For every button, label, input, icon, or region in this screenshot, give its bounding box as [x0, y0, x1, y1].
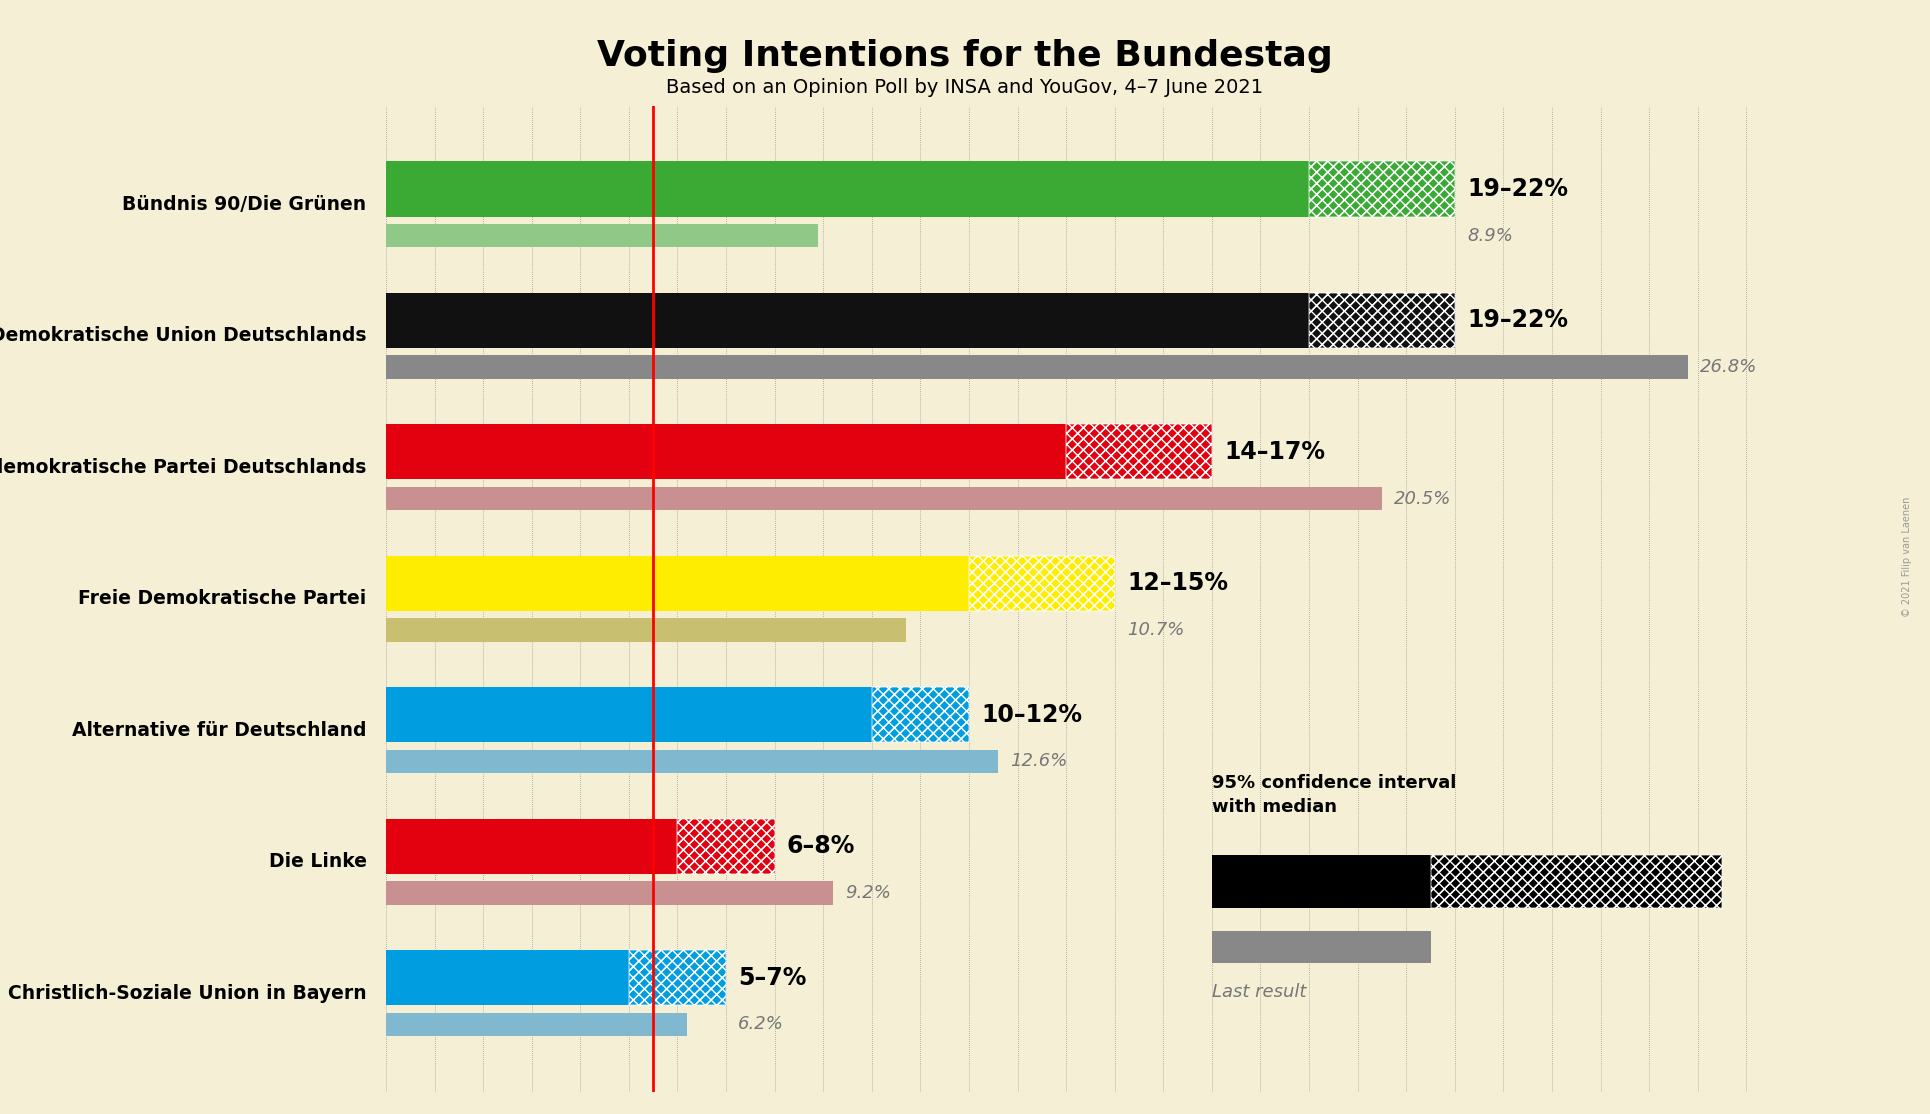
Text: Christlich Demokratische Union Deutschlands: Christlich Demokratische Union Deutschla…: [0, 326, 367, 345]
Text: Last result: Last result: [1212, 983, 1307, 1000]
Text: 12.6%: 12.6%: [1009, 752, 1067, 771]
Text: Voting Intentions for the Bundestag: Voting Intentions for the Bundestag: [596, 39, 1334, 74]
Bar: [1309, 162, 1455, 216]
Bar: [969, 556, 1116, 610]
Text: 6.2%: 6.2%: [737, 1015, 784, 1034]
Text: 10–12%: 10–12%: [980, 703, 1083, 726]
Bar: [872, 687, 969, 742]
Bar: [677, 819, 774, 873]
Text: © 2021 Filip van Laenen: © 2021 Filip van Laenen: [1901, 497, 1913, 617]
Text: 95% confidence interval
with median: 95% confidence interval with median: [1212, 774, 1457, 815]
Bar: [1430, 856, 1722, 908]
Bar: [969, 556, 1116, 610]
Bar: [1430, 856, 1722, 908]
Bar: [1065, 424, 1212, 479]
Bar: [1309, 293, 1455, 348]
Bar: [1065, 424, 1212, 479]
Bar: [386, 750, 998, 773]
Text: 19–22%: 19–22%: [1467, 309, 1567, 332]
Text: Sozialdemokratische Partei Deutschlands: Sozialdemokratische Partei Deutschlands: [0, 458, 367, 477]
Bar: [629, 950, 726, 1005]
Text: Alternative für Deutschland: Alternative für Deutschland: [71, 721, 367, 740]
Bar: [1212, 856, 1430, 908]
Text: 26.8%: 26.8%: [1700, 358, 1758, 377]
Text: Bündnis 90/Die Grünen: Bündnis 90/Die Grünen: [122, 195, 367, 214]
Bar: [386, 487, 1382, 510]
Bar: [386, 1013, 687, 1036]
Text: 20.5%: 20.5%: [1393, 489, 1451, 508]
Bar: [386, 950, 629, 1005]
Text: 19–22%: 19–22%: [1467, 177, 1567, 201]
Bar: [677, 819, 774, 873]
Text: Based on an Opinion Poll by INSA and YouGov, 4–7 June 2021: Based on an Opinion Poll by INSA and You…: [666, 78, 1264, 97]
Text: 6–8%: 6–8%: [787, 834, 855, 858]
Bar: [386, 881, 834, 905]
Bar: [629, 950, 726, 1005]
Bar: [1212, 931, 1430, 962]
Bar: [1309, 162, 1455, 216]
Bar: [677, 819, 774, 873]
Text: Christlich-Soziale Union in Bayern: Christlich-Soziale Union in Bayern: [8, 984, 367, 1003]
Bar: [386, 687, 872, 742]
Text: 14–17%: 14–17%: [1224, 440, 1326, 463]
Text: 9.2%: 9.2%: [845, 883, 892, 902]
Bar: [386, 355, 1689, 379]
Bar: [1309, 293, 1455, 348]
Text: Freie Demokratische Partei: Freie Demokratische Partei: [79, 589, 367, 608]
Bar: [1309, 162, 1455, 216]
Bar: [386, 224, 818, 247]
Bar: [1430, 856, 1722, 908]
Bar: [386, 424, 1065, 479]
Bar: [1065, 424, 1212, 479]
Bar: [386, 556, 969, 610]
Bar: [872, 687, 969, 742]
Text: 12–15%: 12–15%: [1127, 571, 1227, 595]
Bar: [386, 819, 677, 873]
Bar: [386, 162, 1309, 216]
Bar: [969, 556, 1116, 610]
Bar: [386, 618, 905, 642]
Text: 10.7%: 10.7%: [1127, 620, 1185, 639]
Bar: [872, 687, 969, 742]
Text: 5–7%: 5–7%: [737, 966, 807, 989]
Bar: [629, 950, 726, 1005]
Text: Die Linke: Die Linke: [268, 852, 367, 871]
Bar: [386, 293, 1309, 348]
Bar: [1309, 293, 1455, 348]
Text: 8.9%: 8.9%: [1467, 226, 1513, 245]
